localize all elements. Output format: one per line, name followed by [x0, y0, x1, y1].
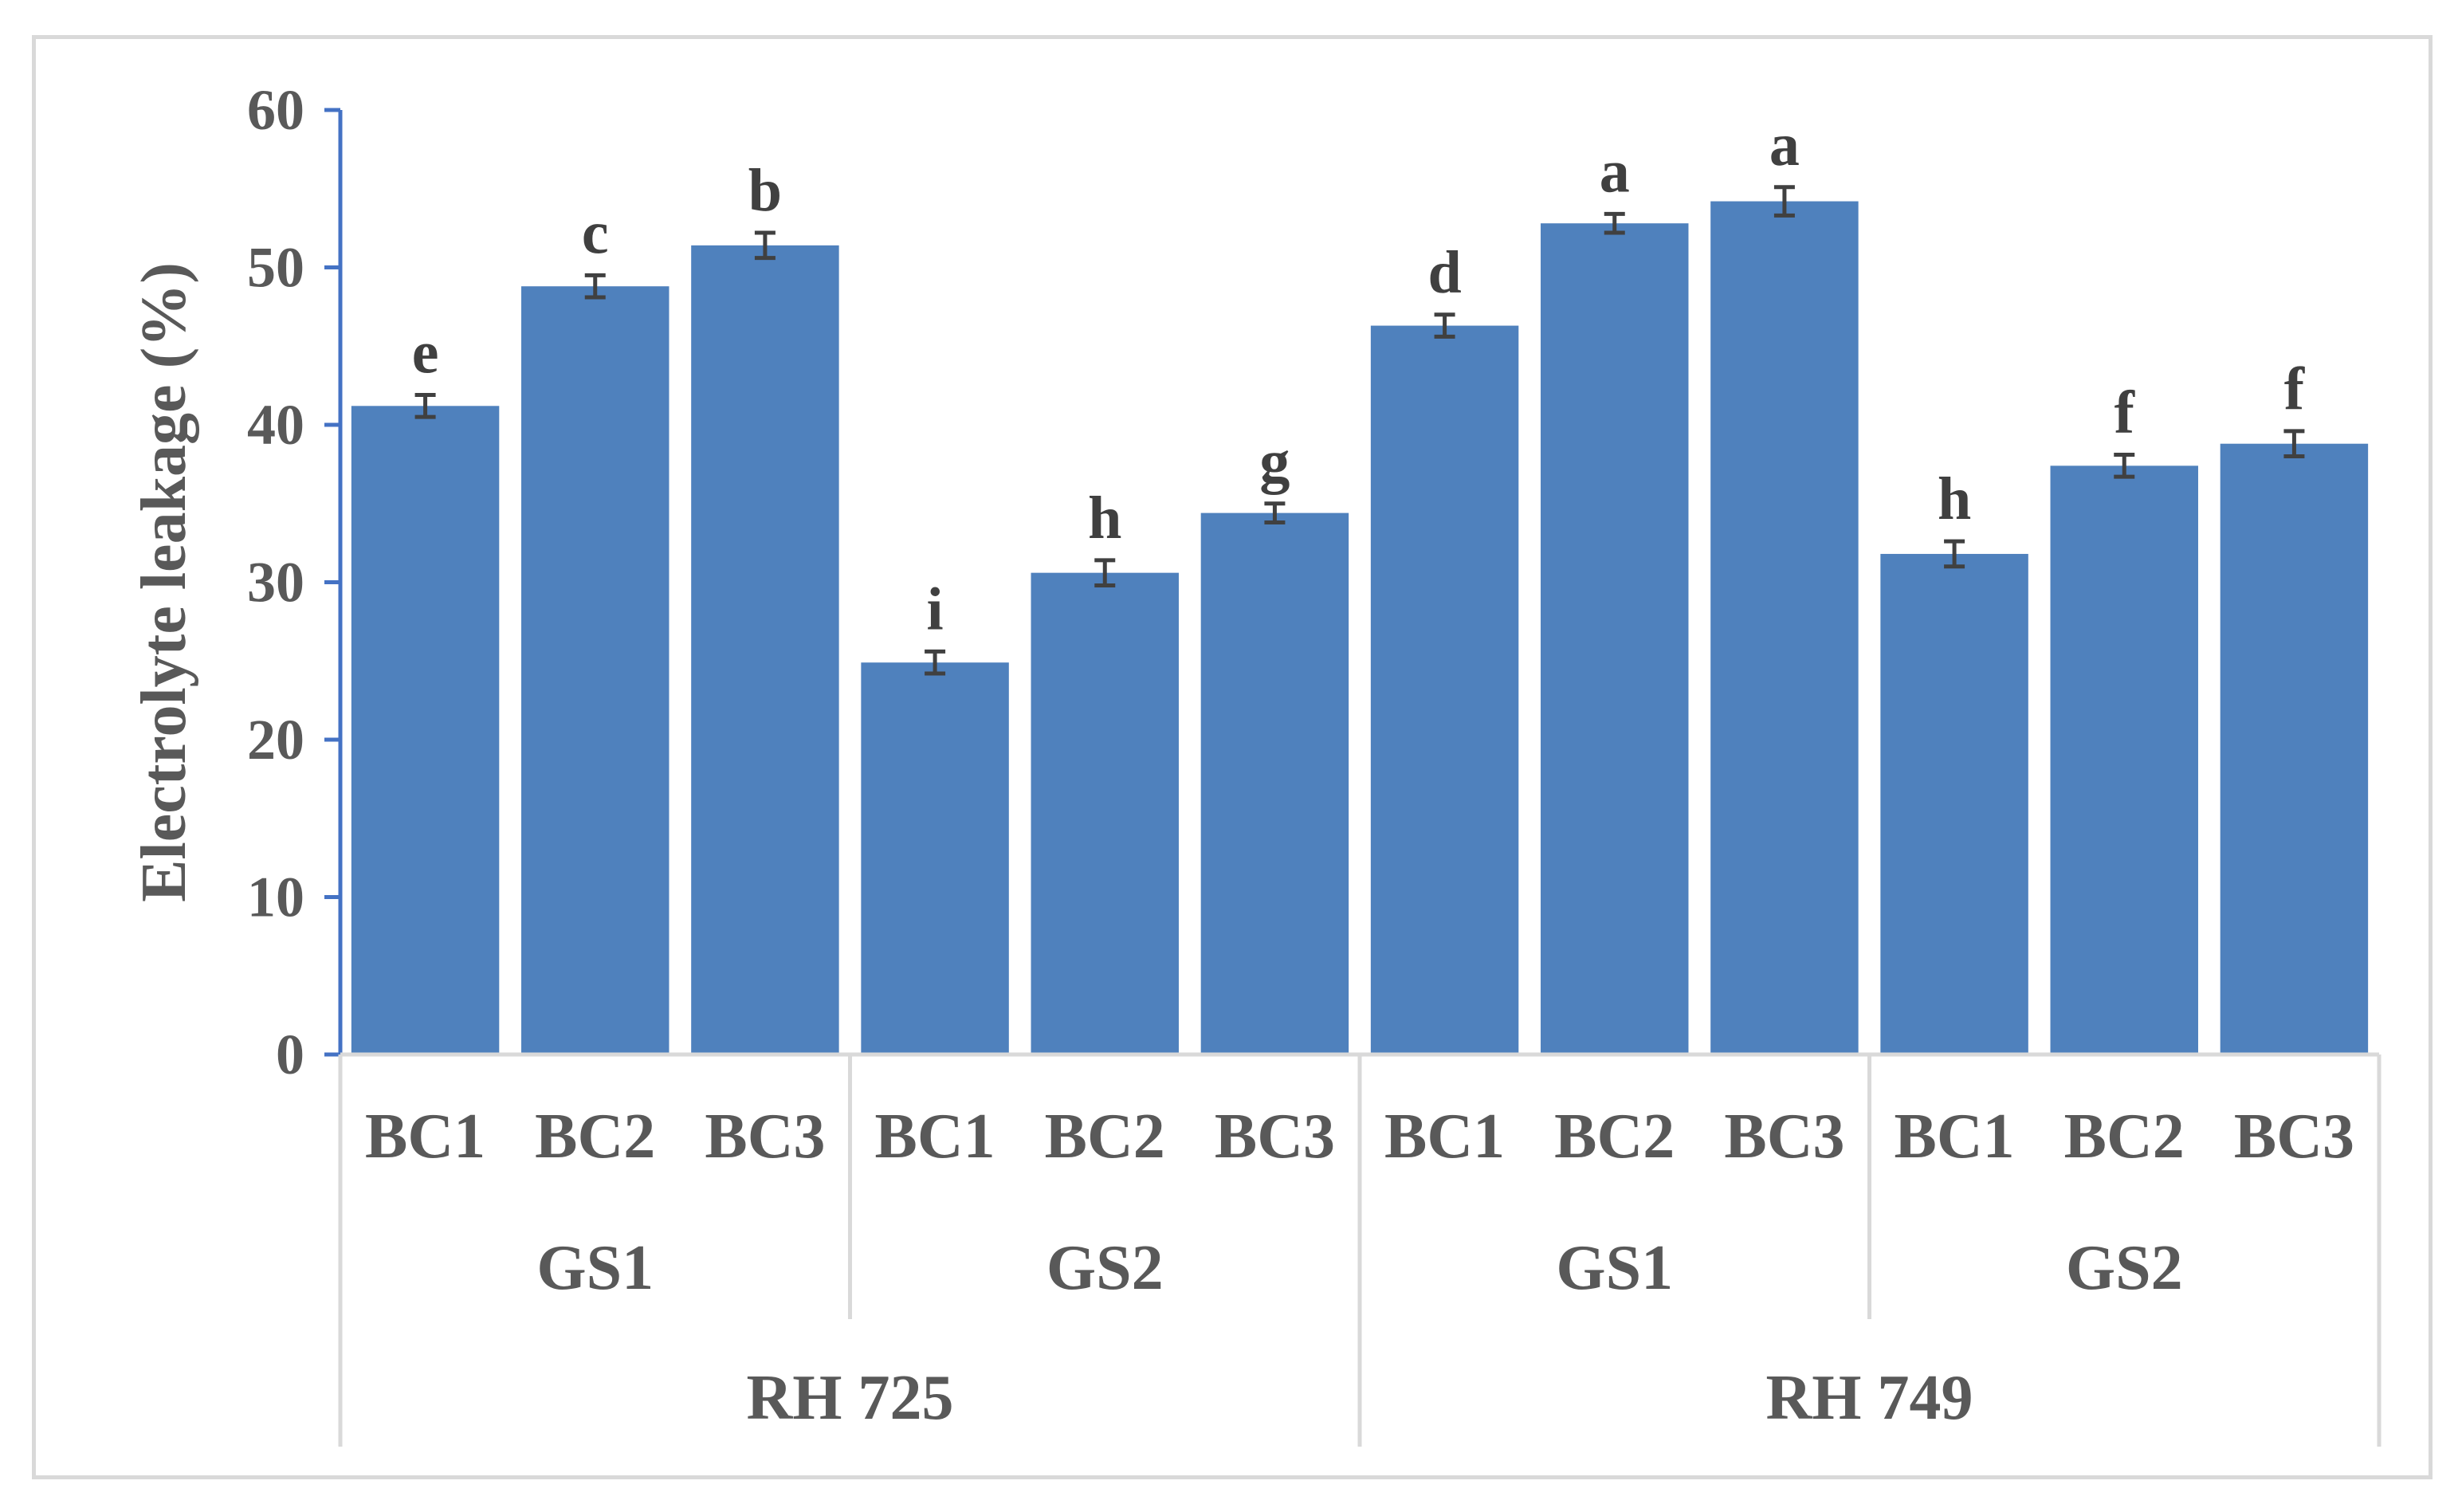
- x-tick-label: BC2: [1045, 1102, 1165, 1172]
- significance-label: c: [582, 199, 609, 266]
- significance-label: g: [1259, 428, 1290, 495]
- x-tick-label: BC3: [1215, 1102, 1335, 1172]
- x-tick-label: BC1: [365, 1102, 485, 1172]
- y-tick-label: 20: [247, 708, 304, 772]
- x-group-label: GS1: [1556, 1233, 1673, 1303]
- bar: [861, 662, 1009, 1054]
- significance-label: i: [927, 575, 944, 642]
- bar: [351, 406, 500, 1054]
- significance-label: f: [2114, 379, 2136, 446]
- bar: [1541, 223, 1689, 1055]
- significance-label: f: [2284, 355, 2306, 422]
- x-group-label: RH 725: [747, 1363, 954, 1433]
- y-tick-label: 60: [247, 78, 304, 142]
- significance-label: e: [412, 319, 439, 386]
- y-tick-label: 50: [247, 236, 304, 300]
- x-tick-label: BC2: [2064, 1102, 2185, 1172]
- x-axis: BC1 BC2 BC3 BC1 BC2 BC3 BC1 BC2 BC3 BC1 BC2 BC3 GS1 G…: [338, 1052, 2382, 1447]
- bars: e c b i h g d a a h f f: [351, 112, 2369, 1055]
- bar: [2220, 443, 2369, 1054]
- y-tick-label: 0: [276, 1023, 304, 1086]
- bar: [1370, 325, 1519, 1054]
- x-group-label: GS2: [2066, 1233, 2183, 1303]
- significance-label: b: [748, 157, 782, 224]
- x-group-label: GS1: [536, 1233, 654, 1303]
- y-tick-label: 30: [247, 551, 304, 615]
- x-tick-label: BC2: [535, 1102, 655, 1172]
- y-axis-title: Electrolyte leakage (%): [129, 262, 199, 902]
- y-tick-label: 40: [247, 393, 304, 457]
- bar: [1880, 553, 2028, 1054]
- significance-label: a: [1769, 112, 1800, 179]
- bar: [691, 245, 839, 1055]
- x-tick-label: BC1: [1895, 1102, 2015, 1172]
- significance-label: h: [1088, 485, 1121, 552]
- y-axis-ticks: 0 10 20 30 40 50 60: [247, 78, 343, 1086]
- significance-label: d: [1427, 239, 1461, 306]
- x-tick-label: BC3: [1724, 1102, 1844, 1172]
- x-tick-label: BC3: [2234, 1102, 2354, 1172]
- significance-label: h: [1938, 465, 1971, 532]
- x-tick-label: BC2: [1554, 1102, 1675, 1172]
- bar: [1031, 572, 1179, 1054]
- x-group-label: GS2: [1046, 1233, 1164, 1303]
- x-group-label: RH 749: [1766, 1363, 1973, 1433]
- bar: [2050, 465, 2198, 1054]
- y-tick-label: 10: [247, 866, 304, 929]
- bar: [1200, 513, 1349, 1054]
- significance-label: a: [1600, 138, 1630, 205]
- x-tick-label: BC1: [875, 1102, 995, 1172]
- x-tick-label: BC1: [1384, 1102, 1505, 1172]
- bar: [521, 286, 669, 1054]
- bar: [1710, 201, 1859, 1054]
- x-tick-label: BC3: [705, 1102, 825, 1172]
